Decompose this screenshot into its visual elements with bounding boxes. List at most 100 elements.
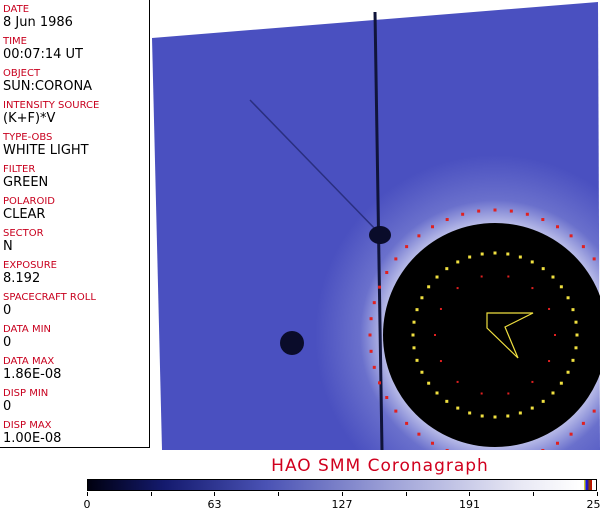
field-value: GREEN [3, 175, 49, 190]
pylon-blob [369, 226, 391, 244]
field-value: 0 [3, 335, 12, 350]
field-value: 0 [3, 303, 12, 318]
sun-marker [486, 312, 534, 359]
occulter-disk [383, 223, 600, 447]
grid-dot [559, 285, 563, 289]
field-label: TIME [3, 36, 28, 47]
field-label: DISP MIN [3, 388, 49, 399]
colorbar-tick-label: 191 [459, 498, 480, 511]
field-label: POLAROID [3, 196, 56, 207]
field-disp-min: DISP MIN 0 [3, 388, 48, 414]
field-label: DISP MAX [3, 420, 52, 431]
grid-dot [569, 432, 573, 436]
colorbar-tick [596, 492, 598, 496]
field-value: CLEAR [3, 207, 46, 222]
field-time: TIME 00:07:14 UT [3, 36, 83, 62]
grid-dot [439, 360, 442, 363]
grid-dot [493, 251, 497, 255]
grid-dot [480, 275, 483, 278]
grid-dot [480, 392, 483, 395]
grid-dot [420, 370, 424, 374]
grid-dot [415, 308, 419, 312]
field-label: OBJECT [3, 68, 41, 79]
grid-dot [394, 409, 398, 413]
colorbar-tick-label: 63 [207, 498, 222, 511]
grid-dot [368, 333, 372, 337]
grid-dot [571, 358, 575, 362]
grid-dot [468, 255, 472, 259]
grid-dot [581, 421, 585, 425]
grid-dot [548, 360, 551, 363]
field-spacecraft-roll: SPACECRAFT ROLL 0 [3, 292, 96, 318]
grid-dot [468, 411, 472, 415]
grid-dot [531, 380, 534, 383]
grid-dot [369, 317, 373, 321]
grid-dot [506, 252, 510, 256]
grid-dot [405, 245, 409, 249]
grid-dot [434, 334, 436, 336]
field-type-obs: TYPE-OBS WHITE LIGHT [3, 132, 89, 158]
grid-dot [530, 260, 534, 264]
grid-dot [405, 421, 409, 425]
grid-dot [507, 392, 510, 395]
grid-dot [525, 212, 529, 216]
grid-dot [415, 358, 419, 362]
coronagraph-image [152, 2, 600, 450]
grid-dot [518, 255, 522, 259]
field-label: SECTOR [3, 228, 44, 239]
grid-dot [575, 333, 579, 337]
grid-dot [439, 307, 442, 310]
header-panel [0, 0, 150, 448]
grid-dot [518, 411, 522, 415]
grid-dot [456, 260, 460, 264]
grid-dot [559, 381, 563, 385]
grid-dot [394, 257, 398, 261]
grid-dot [541, 448, 545, 450]
grid-dot [385, 396, 389, 399]
field-value: 8.192 [3, 271, 41, 286]
field-data-min: DATA MIN 0 [3, 324, 51, 350]
field-label: FILTER [3, 164, 36, 175]
field-value: 8 Jun 1986 [3, 15, 73, 30]
grid-dot [531, 287, 534, 290]
grid-dot [456, 380, 459, 383]
grid-dot [551, 275, 555, 279]
colorbar-tick-label: 255 [586, 498, 600, 511]
field-value: 1.00E-08 [3, 431, 62, 446]
field-data-max: DATA MAX 1.86E-08 [3, 356, 61, 382]
field-intensity-source: INTENSITY SOURCE (K+F)*V [3, 100, 99, 126]
grid-dot [592, 409, 596, 413]
grid-dot [445, 399, 449, 403]
colorbar-tick [469, 492, 471, 496]
colorbar-tick-label: 127 [331, 498, 353, 511]
grid-dot [435, 275, 439, 279]
grid-dot [541, 267, 545, 271]
grid-dot [372, 301, 376, 305]
grid-dot [445, 448, 449, 450]
colorbar-tick [532, 492, 534, 496]
grid-dot [378, 285, 382, 289]
grid-dot [369, 349, 373, 353]
grid-dot [541, 399, 545, 403]
colorbar-tick [150, 492, 152, 496]
field-label: INTENSITY SOURCE [3, 100, 100, 111]
grid-dot [551, 391, 555, 395]
field-value: 0 [3, 399, 12, 414]
colorbar-tick [87, 492, 88, 496]
grid-dot [431, 225, 434, 229]
grid-dot [566, 296, 570, 300]
grid-dot [506, 414, 510, 418]
grid-dot [372, 365, 376, 369]
colorbar [87, 479, 597, 491]
field-value: (K+F)*V [3, 111, 56, 126]
grid-dot [507, 275, 510, 278]
field-value: N [3, 239, 13, 254]
grid-dot [574, 320, 578, 324]
field-value: WHITE LIGHT [3, 143, 89, 158]
grid-dot [571, 308, 575, 312]
grid-dot [541, 218, 545, 222]
grid-dot [581, 245, 585, 249]
grid-dot [493, 415, 497, 419]
colorbar-tick [405, 492, 407, 496]
grid-dot [480, 414, 484, 418]
